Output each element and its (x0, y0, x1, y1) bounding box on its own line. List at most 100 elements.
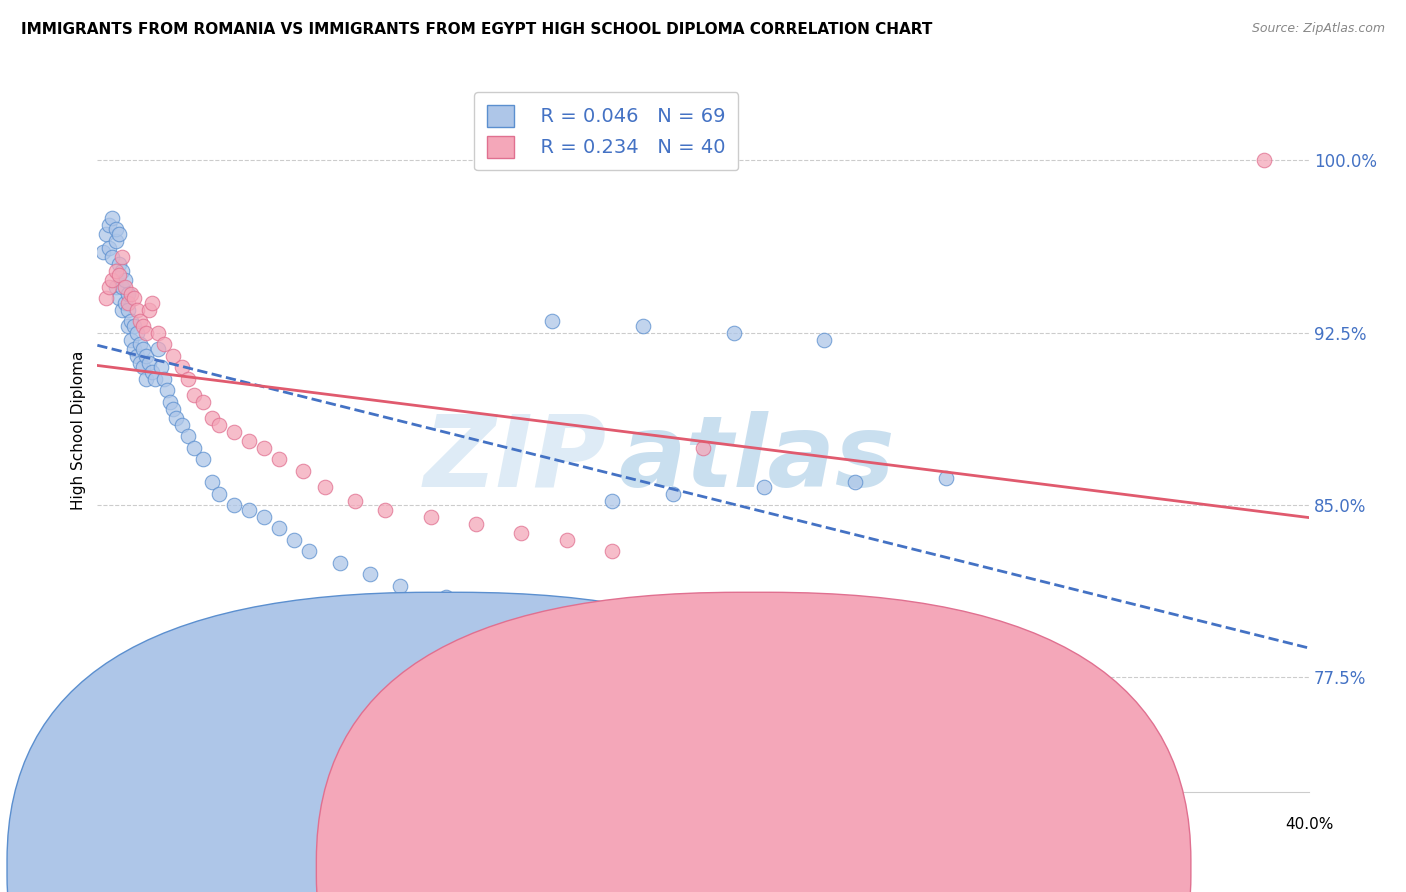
Point (122, 318, 145, 333)
Point (172, 360, 194, 375)
Point (132, 360, 155, 375)
Point (98, 241, 121, 255)
Point (222, 425, 245, 439)
Point (146, 326, 169, 340)
Text: IMMIGRANTS FROM ROMANIA VS IMMIGRANTS FROM EGYPT HIGH SCHOOL DIPLOMA CORRELATION: IMMIGRANTS FROM ROMANIA VS IMMIGRANTS FR… (21, 22, 932, 37)
Point (510, 525, 533, 540)
Point (138, 356, 160, 370)
Point (101, 273, 124, 287)
Point (222, 498, 245, 512)
Point (298, 544, 321, 558)
Point (269, 521, 291, 535)
Text: Immigrants from Egypt: Immigrants from Egypt (748, 852, 939, 870)
Point (177, 429, 200, 443)
Point (96, 291, 118, 305)
Point (120, 314, 142, 328)
Point (96, 227, 118, 241)
Point (465, 516, 488, 531)
Point (135, 372, 157, 386)
Point (143, 372, 166, 386)
Point (419, 509, 441, 524)
Point (292, 464, 315, 478)
Point (162, 349, 184, 363)
Point (162, 401, 184, 416)
Point (138, 302, 160, 317)
Point (172, 417, 194, 432)
Point (149, 360, 172, 375)
Point (434, 590, 457, 604)
Text: Source: ZipAtlas.com: Source: ZipAtlas.com (1251, 22, 1385, 36)
Point (98, 218, 121, 232)
Point (125, 302, 148, 317)
Point (329, 556, 352, 570)
Point (153, 372, 176, 386)
Point (122, 291, 145, 305)
Point (125, 349, 148, 363)
Point (935, 470, 957, 484)
Point (107, 257, 129, 271)
Point (107, 291, 129, 305)
Point (128, 314, 150, 328)
Y-axis label: High School Diploma: High School Diploma (72, 351, 86, 510)
Point (159, 394, 181, 409)
Point (135, 326, 157, 340)
Point (193, 452, 215, 467)
Point (104, 222, 127, 236)
Point (201, 410, 224, 425)
Point (117, 286, 139, 301)
Point (110, 264, 132, 278)
Point (692, 441, 714, 455)
Point (813, 333, 835, 347)
Point (207, 417, 229, 432)
Point (125, 326, 148, 340)
Point (101, 211, 124, 225)
Point (153, 337, 176, 351)
Point (165, 410, 187, 425)
Point (107, 227, 129, 241)
Point (110, 280, 132, 294)
Point (104, 234, 127, 248)
Point (602, 544, 624, 558)
Point (98, 280, 121, 294)
Point (104, 280, 127, 294)
Point (114, 296, 136, 310)
Point (117, 302, 139, 317)
Point (207, 486, 229, 500)
Point (540, 314, 562, 328)
Point (93, 245, 115, 260)
Point (117, 318, 139, 333)
Point (193, 394, 215, 409)
Point (359, 567, 381, 582)
Legend:   R = 0.046   N = 69,   R = 0.234   N = 40: R = 0.046 N = 69, R = 0.234 N = 40 (474, 92, 738, 170)
Point (110, 250, 132, 264)
Point (844, 475, 866, 490)
Point (201, 475, 224, 490)
Point (177, 372, 200, 386)
Point (120, 333, 142, 347)
Point (389, 578, 412, 592)
Point (128, 337, 150, 351)
Point (107, 268, 129, 283)
Point (283, 671, 305, 685)
Point (141, 365, 163, 379)
Point (374, 502, 396, 516)
Point (269, 452, 291, 467)
Point (120, 286, 142, 301)
Point (662, 486, 685, 500)
Text: ZIP: ZIP (423, 411, 606, 508)
Point (555, 533, 578, 547)
Point (631, 318, 654, 333)
Point (132, 342, 155, 356)
Point (238, 434, 260, 448)
Point (238, 502, 260, 516)
Point (135, 349, 157, 363)
Point (253, 509, 276, 524)
Point (114, 280, 136, 294)
Point (101, 250, 124, 264)
Text: 40.0%: 40.0% (1285, 817, 1333, 832)
Point (752, 480, 775, 494)
Text: atlas: atlas (619, 411, 894, 508)
Point (146, 342, 169, 356)
Point (141, 296, 163, 310)
Point (1253, 153, 1275, 168)
